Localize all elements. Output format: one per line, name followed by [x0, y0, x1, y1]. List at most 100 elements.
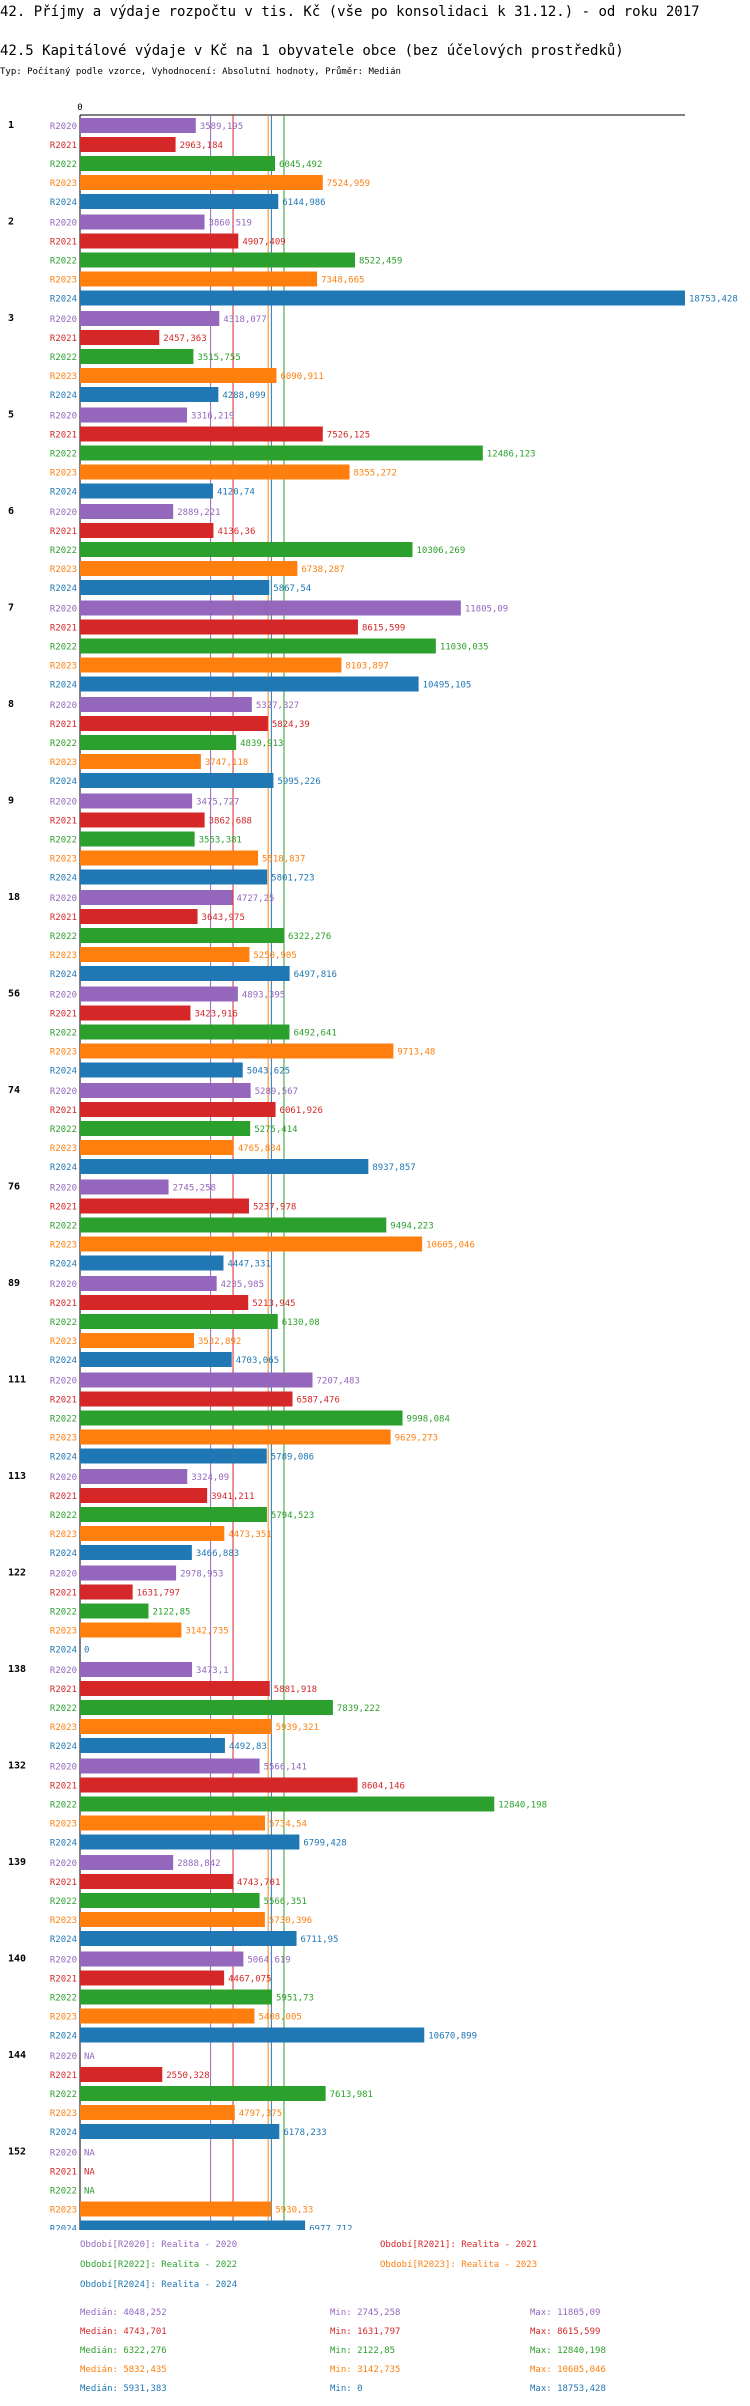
bar: [80, 909, 198, 924]
series-label: R2023: [50, 1434, 77, 1444]
data-label: 5789,086: [271, 1453, 314, 1463]
series-label: R2020: [50, 219, 77, 229]
bar: [80, 1951, 244, 1967]
data-label: 18753,428: [689, 295, 738, 305]
series-label: R2023: [50, 1241, 77, 1251]
bar: [80, 2220, 306, 2230]
series-label: R2022: [50, 1608, 77, 1618]
series-label: R2024: [50, 1549, 77, 1559]
data-label: 5327,327: [256, 701, 299, 711]
data-label: NA: [84, 2052, 95, 2062]
data-label: 4743,701: [237, 1878, 280, 1888]
data-label: 4288,099: [222, 391, 265, 401]
bar: [80, 1622, 182, 1638]
series-label: R2024: [50, 1163, 77, 1173]
data-label: 8615,599: [362, 624, 405, 634]
series-label: R2020: [50, 1570, 77, 1580]
data-label: 5043,625: [247, 1067, 290, 1077]
bar: [80, 118, 196, 133]
bar: [80, 966, 290, 981]
series-label: R2021: [50, 624, 77, 634]
data-label: 4797,375: [239, 2109, 282, 2119]
data-label: 4727,25: [237, 894, 275, 904]
series-label: R2021: [50, 913, 77, 923]
data-label: 6045,492: [279, 160, 322, 170]
category-label: 113: [8, 1471, 26, 1482]
data-label: 4136,36: [217, 527, 255, 537]
series-label: R2022: [50, 1029, 77, 1039]
series-label: R2022: [50, 1801, 77, 1811]
data-label: 3142,735: [185, 1627, 228, 1637]
data-label: 5995,226: [277, 777, 320, 787]
data-label: 6130,08: [282, 1318, 320, 1328]
data-label: 5951,73: [276, 1994, 314, 2004]
legend-item-r2024: Období[R2024]: Realita - 2024: [80, 2280, 238, 2290]
bar: [80, 850, 259, 866]
data-label: 5250,905: [253, 951, 296, 961]
series-label: R2021: [50, 1396, 77, 1406]
stat-min-r2020: Min: 2745,258: [330, 2308, 401, 2318]
bar: [80, 1758, 260, 1774]
data-label: 3473,1: [196, 1666, 229, 1676]
bar: [80, 464, 350, 480]
series-label: R2023: [50, 1530, 77, 1540]
bar: [80, 271, 318, 287]
series-label: R2022: [50, 546, 77, 556]
bar: [80, 735, 237, 750]
bar: [80, 1681, 270, 1696]
series-label: R2022: [50, 836, 77, 846]
bar: [80, 387, 219, 402]
bar: [80, 1989, 273, 2005]
data-label: 4839,913: [240, 739, 283, 749]
series-label: R2020: [50, 1763, 77, 1773]
series-label: R2024: [50, 1935, 77, 1945]
series-label: R2024: [50, 777, 77, 787]
data-label: 3475,727: [196, 798, 239, 808]
bar: [80, 1796, 495, 1812]
data-label: 2745,258: [173, 1184, 216, 1194]
data-label: 6799,428: [303, 1839, 346, 1849]
series-label: R2022: [50, 2090, 77, 2100]
data-label: 4703,065: [236, 1356, 279, 1366]
stat-max-r2024: Max: 18753,428: [530, 2384, 606, 2394]
data-label: 5064,619: [247, 1956, 290, 1966]
bar: [80, 638, 436, 654]
series-label: R2020: [50, 701, 77, 711]
bar: [80, 928, 284, 943]
data-label: 9494,223: [390, 1222, 433, 1232]
series-label: R2023: [50, 1820, 77, 1830]
bar: [80, 542, 413, 557]
data-label: 10306,269: [416, 546, 465, 556]
data-label: 2978,953: [180, 1570, 223, 1580]
category-label: 152: [8, 2147, 26, 2158]
bar: [80, 1815, 266, 1831]
category-label: 8: [8, 699, 14, 710]
stat-median-r2023: Medián: 5832,435: [80, 2365, 167, 2375]
bar: [80, 890, 233, 905]
data-label: 8355,272: [354, 469, 397, 479]
bar: [80, 773, 274, 788]
data-label: 8937,857: [372, 1163, 415, 1173]
bar: [80, 1931, 297, 1946]
data-label: 3553,381: [199, 836, 242, 846]
bar: [80, 445, 483, 461]
bar-chart: 0 1 R2020 3589,195 R2021 2963,184 R2022 6045,49…: [8, 103, 738, 2231]
bar: [80, 407, 187, 423]
series-label: R2021: [50, 141, 77, 151]
data-label: 3747,118: [205, 758, 248, 768]
data-label: 6977,712: [309, 2225, 352, 2231]
data-label: 9998,084: [407, 1415, 450, 1425]
data-label: 7207,483: [317, 1377, 360, 1387]
data-label: 5794,523: [271, 1511, 314, 1521]
series-label: R2024: [50, 1356, 77, 1366]
series-label: R2021: [50, 1299, 77, 1309]
series-label: R2021: [50, 527, 77, 537]
series-label: R2023: [50, 662, 77, 672]
stat-max-r2021: Max: 8615,599: [530, 2327, 601, 2337]
bar: [80, 1584, 133, 1600]
series-label: R2020: [50, 2052, 77, 2062]
series-label: R2022: [50, 450, 77, 460]
category-label: 74: [8, 1085, 20, 1096]
bar: [80, 1700, 333, 1715]
series-label: R2024: [50, 681, 77, 691]
